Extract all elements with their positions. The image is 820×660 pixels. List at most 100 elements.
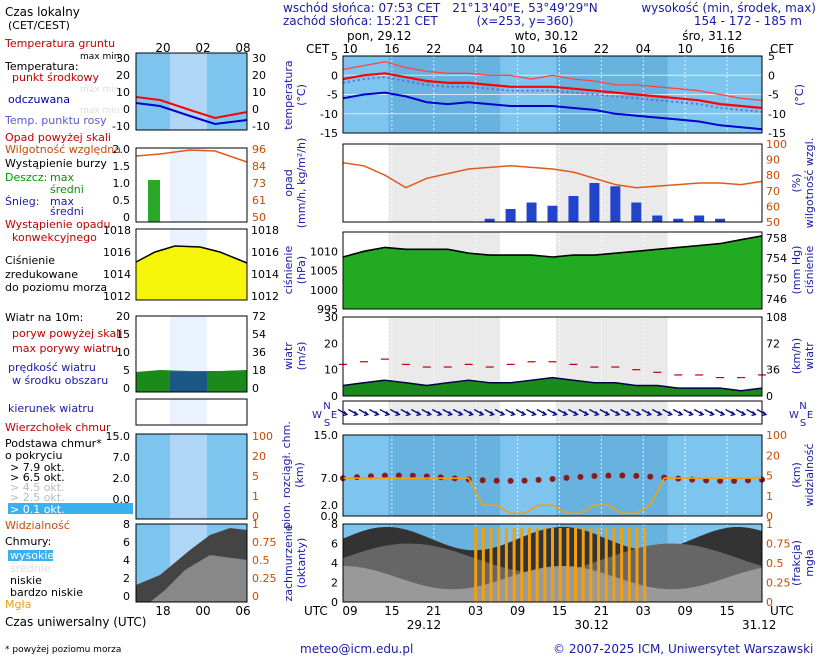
legend-okt-highlight [8, 503, 133, 514]
legend-night-dir [170, 399, 207, 425]
legend-tick-cloud-l: 15.0 [106, 430, 131, 443]
ylabel-precip: opad [282, 169, 295, 196]
legend-top-hour: 20 [155, 41, 170, 55]
utc-label-left: UTC [304, 604, 328, 618]
footer-email[interactable]: meteo@icm.edu.pl [300, 642, 413, 656]
cet-hour-tick: 10 [510, 42, 525, 56]
legend-border-wind [135, 315, 248, 393]
tick-cloud-l: 2.0 [321, 499, 339, 512]
precip-bar [673, 218, 684, 222]
fog-bar [474, 528, 478, 602]
panel-border-dir [342, 400, 763, 425]
tick-temp-l: 0 [331, 69, 338, 82]
wind-dir-arrow [735, 408, 747, 417]
legend-tick-wind-l: 15 [116, 328, 130, 341]
cloud-base-dot [535, 476, 542, 483]
precip-bar [484, 218, 495, 222]
legend-tick-wind-r: 18 [252, 364, 266, 377]
wind-dir-arrow [547, 408, 558, 417]
compass-w-left: W [312, 410, 322, 421]
footer-copyright: © 2007-2025 ICM, Uniwersytet Warszawski [553, 642, 813, 656]
legend-snow-label: Śnieg: [5, 195, 39, 208]
legend-wind-night [170, 372, 207, 392]
legend-chill-label: odczuwana [8, 93, 70, 106]
date-label: wto, 30.12 [515, 29, 579, 43]
series-chill [342, 91, 763, 131]
tick-humidity: 60 [766, 200, 780, 213]
tick-cover-l: 4 [331, 557, 338, 570]
legend-tick-temp-l: -10 [112, 120, 130, 133]
fog-bar [497, 528, 501, 602]
legend-convective: Wystąpienie opadu [5, 218, 110, 231]
cloud-base-dot [647, 473, 654, 480]
cloud-base-dot [521, 477, 528, 484]
utc-hour-tick: 15 [384, 604, 399, 618]
precip-bar [526, 202, 537, 222]
yunit-temperature: (°C) [295, 84, 308, 106]
legend-pressure-area [136, 246, 247, 300]
legend-okt-1: > 6.5 okt. [10, 471, 65, 484]
tick-pressure-r: 754 [766, 252, 787, 265]
ylabel-wind-r: wiatr [803, 342, 816, 370]
legend-border-cover [135, 523, 248, 603]
footnote: * powyżej poziomu morza [5, 645, 121, 655]
utc-hour-tick: 03 [636, 604, 651, 618]
wind-dir-arrow [526, 408, 537, 417]
legend-cloud-base2: o pokryciu [5, 449, 62, 462]
legend-tick-cover-l: 4 [123, 554, 130, 567]
legend-tick-wind-l: 5 [123, 364, 130, 377]
wind-dir-arrow [630, 408, 642, 417]
legend-rain-max: max [50, 171, 74, 184]
legend-okt-2: > 4.5 okt. [10, 481, 65, 494]
utc-date-label: 30.12 [574, 618, 608, 632]
legend-tick-vis-r: 100 [252, 430, 273, 443]
legend-tick-vis-r: 20 [252, 450, 266, 463]
legend-tick-wind-l: 20 [116, 310, 130, 323]
tick-cover-l: 2 [331, 577, 338, 590]
cloud-base-dot [479, 477, 486, 484]
legend-tick-precip-l: 0.5 [113, 194, 131, 207]
tick-vis-r: 100 [766, 429, 787, 442]
wind-dir-arrow [442, 408, 454, 417]
wind-dir-arrow [400, 408, 412, 417]
wind-dir-arrow [369, 408, 380, 417]
ylabel-humidity: wilgotność wzgl. [803, 138, 816, 228]
tick-fog-r: 0.25 [766, 577, 791, 590]
legend-very-low: bardzo niskie [10, 586, 83, 599]
legend-tick-vis-r: 0 [252, 510, 259, 523]
utc-hour-tick: 09 [510, 604, 525, 618]
tick-wind-r: 0 [766, 390, 773, 403]
precip-bar [631, 202, 642, 222]
compass-s-right: S [800, 418, 806, 429]
wind-dir-arrow [348, 408, 359, 417]
wind-dir-arrow [484, 408, 495, 417]
legend-night-precip [170, 148, 207, 222]
wind-dir-arrow [704, 408, 715, 417]
fog-bar [604, 528, 608, 602]
legend-tick-cover-l: 6 [123, 536, 130, 549]
wind-dir-arrow [494, 408, 506, 417]
utc-hour-tick: 09 [342, 604, 357, 618]
legend-ground-temp: Temperatura gruntu [4, 37, 115, 50]
tick-humidity: 50 [766, 216, 780, 229]
tick-humidity: 80 [766, 169, 780, 182]
wind-dir-arrow [672, 408, 684, 417]
wind-dir-arrow [411, 408, 422, 417]
legend-tick-wind-l: 0 [123, 382, 130, 395]
legend-snow-max: max [50, 195, 74, 208]
legend-cloud-top: Wierzchołek chmur [5, 421, 111, 434]
cet-hour-tick: 10 [342, 42, 357, 56]
legend-tick-cloud-l: 2.0 [113, 472, 131, 485]
altitude-title: wysokość (min, środek, max) [641, 1, 816, 15]
fog-bar [589, 528, 593, 602]
tick-temp-r: 5 [768, 50, 775, 63]
legend-tick-press-l: 1014 [103, 268, 131, 281]
date-label: pon, 29.12 [347, 29, 412, 43]
cet-hour-tick: 22 [426, 42, 441, 56]
tick-wind-l: 0 [331, 390, 338, 403]
legend-storm-label: Wystąpienie burzy [5, 157, 107, 170]
legend-ground-maxmin: max min [80, 52, 119, 62]
legend-bottom-hour: 00 [195, 604, 210, 618]
series-temp-max [342, 61, 763, 101]
